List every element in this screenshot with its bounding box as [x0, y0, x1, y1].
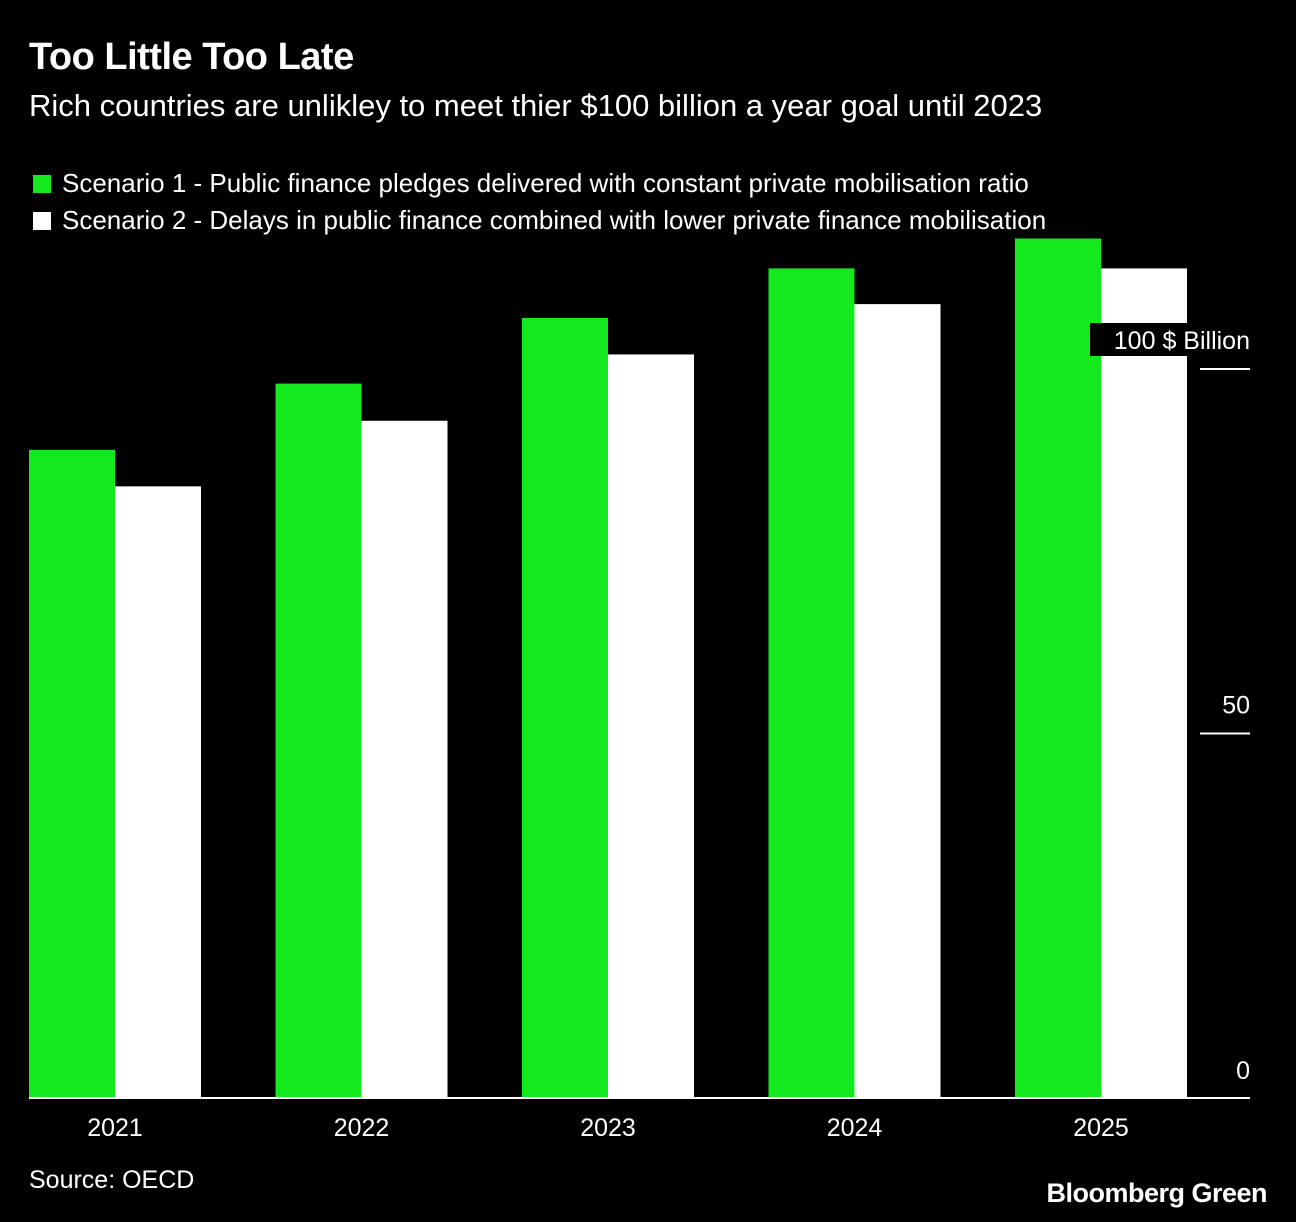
x-tick-label-2025: 2025 — [1073, 1114, 1129, 1142]
source-note: Source: OECD — [29, 1166, 195, 1194]
y-tick-label-0: 0 — [1236, 1057, 1250, 1085]
legend-label-scenario-2: Scenario 2 - Delays in public finance co… — [62, 205, 1047, 235]
x-tick-label-2022: 2022 — [334, 1114, 390, 1142]
brand-logo: Bloomberg Green — [1046, 1178, 1267, 1208]
x-tick-label-2023: 2023 — [580, 1114, 636, 1142]
y-tick-label-50: 50 — [1222, 692, 1250, 720]
y-tick-label-background — [1090, 323, 1250, 356]
chart-title: Too Little Too Late — [29, 36, 354, 78]
bar-scenario-2-2024 — [854, 304, 941, 1098]
bar-scenario-1-2024 — [768, 268, 855, 1098]
bar-scenario-1-2025 — [1015, 238, 1101, 1098]
bar-scenario-2-2025 — [1101, 268, 1187, 1098]
bar-scenario-2-2023 — [608, 354, 694, 1098]
bar-scenario-2-2021 — [115, 486, 201, 1098]
bar-scenario-1-2023 — [522, 317, 608, 1099]
legend-item-scenario-1: Scenario 1 - Public finance pledges deli… — [33, 168, 1029, 199]
y-tick-label-100: 100 $ Billion — [1114, 327, 1250, 355]
legend-item-scenario-2: Scenario 2 - Delays in public finance co… — [33, 205, 1046, 236]
legend-label-scenario-1: Scenario 1 - Public finance pledges deli… — [62, 168, 1029, 198]
bar-scenario-1-2022 — [275, 383, 362, 1099]
bar-scenario-2-2022 — [361, 420, 448, 1098]
bar-scenario-1-2021 — [29, 449, 115, 1098]
x-tick-label-2024: 2024 — [827, 1114, 883, 1142]
x-tick-label-2021: 2021 — [87, 1114, 143, 1142]
legend-swatch-white — [33, 211, 51, 230]
legend-swatch-green — [33, 174, 51, 193]
chart-subtitle: Rich countries are unlikley to meet thie… — [29, 88, 1043, 123]
